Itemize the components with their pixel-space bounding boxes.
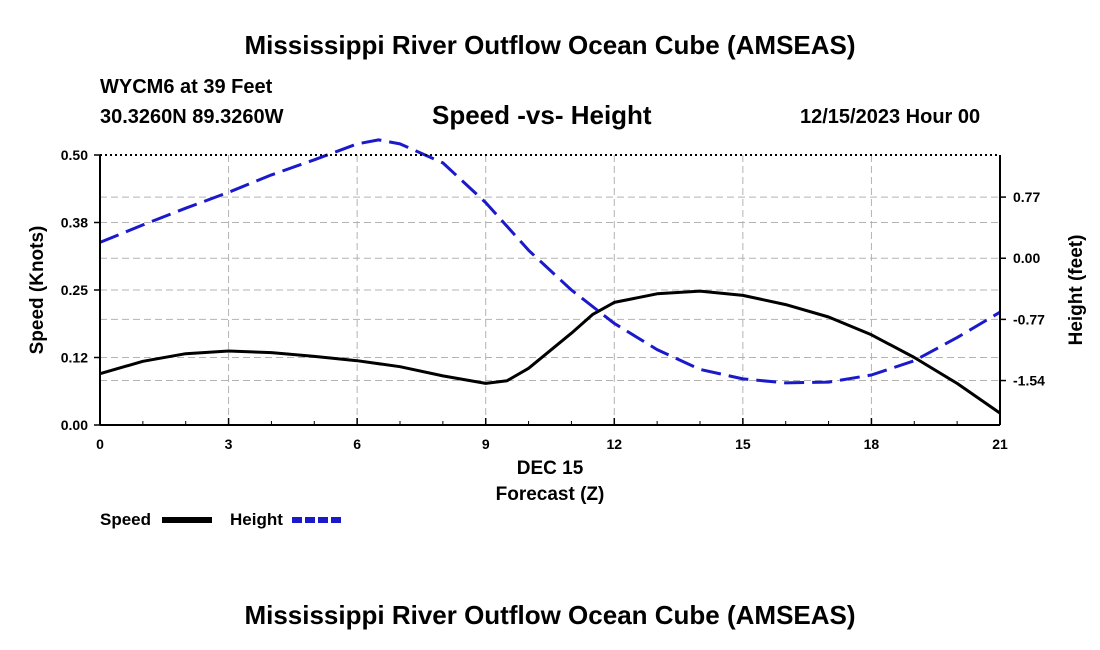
x-tick-label: 6: [353, 436, 361, 452]
series-lines: [99, 138, 1001, 415]
y2-tick-label: -1.54: [1013, 373, 1045, 389]
coordinates-label: 30.3260N 89.3260W: [100, 106, 284, 128]
y-tick-label: 0.38: [61, 215, 88, 231]
x-tick-label: 18: [864, 436, 880, 452]
x-tick-label: 0: [96, 436, 104, 452]
legend-height-label: Height: [230, 510, 283, 529]
y-axis-title: Speed (Knots): [27, 226, 48, 355]
y-tick-label: 0.50: [61, 147, 88, 163]
x-tick-label: 21: [992, 436, 1008, 452]
x-tick-label: 3: [225, 436, 233, 452]
x-tick-label: 12: [606, 436, 622, 452]
x-axis-date: DEC 15: [517, 458, 584, 479]
axes: 0 3 6 9 12 15 18 21 0.00 0.12 0.25 0.38 0.50 -1.54 -0.…: [61, 147, 1045, 452]
page-title: Mississippi River Outflow Ocean Cube (AM…: [244, 30, 856, 60]
y-tick-label: 0.12: [61, 350, 88, 366]
y2-tick-label: -0.77: [1013, 311, 1045, 327]
y-tick-label: 0.00: [61, 417, 88, 433]
legend-speed-label: Speed: [100, 510, 151, 529]
x-tick-label: 15: [735, 436, 751, 452]
y-tick-label: 0.25: [61, 282, 88, 298]
series-line-height: [99, 138, 1001, 385]
footer-title: Mississippi River Outflow Ocean Cube (AM…: [244, 600, 856, 630]
station-label: WYCM6 at 39 Feet: [100, 76, 273, 98]
grid-lines: [100, 155, 1000, 425]
series-line-speed: [99, 289, 1001, 415]
y2-tick-label: 0.00: [1013, 250, 1040, 266]
date-label: 12/15/2023 Hour 00: [800, 106, 981, 128]
x-axis-title: Forecast (Z): [496, 484, 605, 505]
y2-tick-label: 0.77: [1013, 189, 1040, 205]
y2-axis-title: Height (feet): [1066, 235, 1087, 346]
x-tick-label: 9: [482, 436, 490, 452]
chart-title: Speed -vs- Height: [432, 100, 652, 130]
